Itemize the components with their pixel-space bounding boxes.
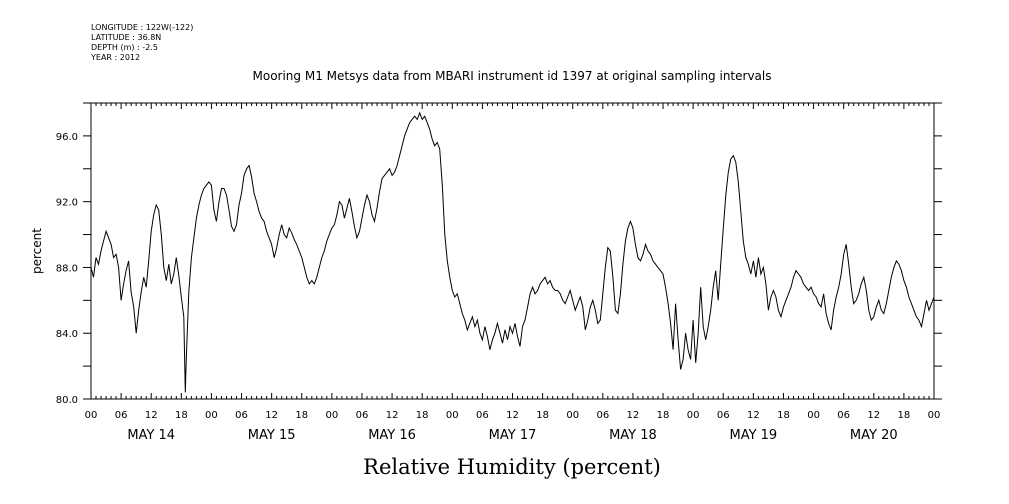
x-day-label: MAY 19: [729, 428, 777, 443]
x-tick-label: 06: [356, 410, 369, 421]
x-tick-label: 06: [115, 410, 128, 421]
x-tick-label: 00: [446, 410, 459, 421]
x-tick-label: 18: [416, 410, 429, 421]
x-tick-label: 12: [747, 410, 760, 421]
x-tick-label: 00: [85, 410, 98, 421]
y-tick-label: 80.0: [56, 395, 78, 406]
x-tick-label: 06: [476, 410, 489, 421]
y-tick-label: 96.0: [56, 132, 78, 143]
x-tick-label: 12: [145, 410, 158, 421]
x-axis-ticks: [90, 103, 935, 399]
year-label: YEAR : 2012: [90, 53, 140, 62]
x-tick-label: 18: [295, 410, 308, 421]
x-tick-label: 18: [777, 410, 790, 421]
x-tick-label: 12: [627, 410, 640, 421]
x-axis-hour-labels: 00 06 12 18 00 06 12 18 00 06 12 18 00 06 12 18 00 06 12 18…: [85, 410, 941, 421]
x-tick-label: 00: [928, 410, 941, 421]
x-tick-label: 12: [506, 410, 519, 421]
longitude-label: LONGITUDE : 122W(-122): [91, 23, 193, 32]
latitude-label: LATITUDE : 36.8N: [91, 33, 161, 42]
x-tick-label: 06: [837, 410, 850, 421]
x-tick-label: 18: [175, 410, 188, 421]
x-tick-label: 00: [205, 410, 218, 421]
y-axis: 80.0 84.0 88.0 92.0 96.0: [56, 102, 942, 406]
x-day-label: MAY 16: [368, 428, 416, 443]
chart-title: Mooring M1 Metsys data from MBARI instru…: [253, 69, 772, 83]
x-tick-label: 00: [807, 410, 820, 421]
x-tick-label: 00: [687, 410, 700, 421]
x-tick-label: 18: [536, 410, 549, 421]
y-tick-label: 88.0: [56, 263, 78, 274]
x-day-label: MAY 18: [609, 428, 657, 443]
x-tick-label: 00: [325, 410, 338, 421]
x-axis-label: Relative Humidity (percent): [363, 455, 661, 479]
x-tick-label: 06: [596, 410, 609, 421]
x-tick-label: 12: [265, 410, 278, 421]
x-day-label: MAY 14: [127, 428, 175, 443]
mooring-metadata: LONGITUDE : 122W(-122) LATITUDE : 36.8N …: [90, 23, 193, 62]
y-axis-label: percent: [30, 228, 44, 274]
plot-frame: [90, 102, 935, 400]
x-tick-label: 12: [867, 410, 880, 421]
x-tick-label: 18: [657, 410, 670, 421]
depth-label: DEPTH (m) : -2.5: [91, 43, 158, 52]
y-tick-label: 84.0: [56, 329, 78, 340]
x-day-label: MAY 15: [248, 428, 296, 443]
y-tick-label: 92.0: [56, 198, 78, 209]
x-tick-label: 18: [898, 410, 911, 421]
x-day-label: MAY 17: [489, 428, 537, 443]
humidity-series-line: [90, 111, 935, 393]
x-tick-label: 12: [386, 410, 399, 421]
x-tick-label: 00: [566, 410, 579, 421]
x-tick-label: 06: [717, 410, 730, 421]
x-axis-day-labels: MAY 14 MAY 15 MAY 16 MAY 17 MAY 18 MAY 19 MAY …: [127, 428, 897, 443]
x-day-label: MAY 20: [850, 428, 898, 443]
x-tick-label: 06: [235, 410, 248, 421]
